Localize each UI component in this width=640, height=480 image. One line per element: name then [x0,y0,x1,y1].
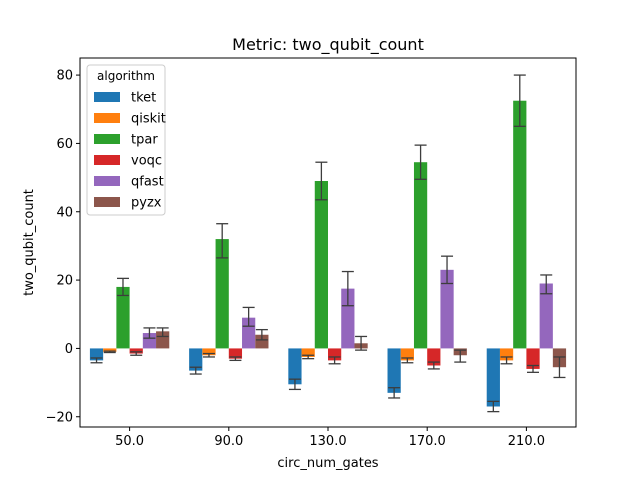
bar-tket-90.0 [189,348,203,371]
x-axis: 50.0 90.0 130.0 170.0 210.0 [115,427,545,449]
errorbar-pyzx-90.0 [255,328,268,341]
bar-voqc-170.0 [427,348,441,366]
x-tick-label: 170.0 [409,434,446,449]
bar-tket-170.0 [387,348,401,393]
errorbar-qiskit-90.0 [202,352,215,358]
x-tick-label: 210.0 [508,434,545,449]
bar-pyzx-90.0 [255,334,269,349]
legend-swatch-tpar [94,134,120,144]
errorbar-tket-90.0 [189,366,202,375]
chart-title: Metric: two_qubit_count [232,35,424,55]
errorbar-tket-170.0 [388,387,401,399]
legend-label-qiskit: qiskit [131,112,166,127]
legend-swatch-pyzx [94,197,120,207]
bar-qfast-130.0 [341,288,355,349]
errorbar-qfast-170.0 [441,255,454,285]
bar-qiskit-170.0 [400,348,414,361]
bar-tpar-210.0 [513,100,527,349]
errorbar-qfast-130.0 [341,270,354,307]
bar-pyzx-50.0 [156,331,170,349]
y-tick-label: 20 [56,274,73,289]
x-tick-label: 50.0 [115,434,144,449]
errorbar-qiskit-170.0 [401,357,414,364]
bar-qiskit-210.0 [499,348,514,361]
errorbar-qfast-50.0 [143,327,156,339]
errorbar-tpar-170.0 [414,144,427,180]
legend-title: algorithm [97,69,155,83]
bar-qiskit-130.0 [301,348,315,357]
bar-voqc-90.0 [228,348,243,359]
y-axis-label: two_qubit_count [22,189,37,296]
errorbar-qiskit-130.0 [302,354,315,360]
plot-frame [79,57,577,428]
bar-tket-50.0 [89,348,104,361]
errorbar-qfast-210.0 [540,274,553,295]
y-tick-label: −20 [46,410,73,425]
bar-qfast-170.0 [440,269,454,349]
errorbar-tket-50.0 [90,357,103,364]
x-tick-label: 130.0 [309,434,346,449]
bar-qiskit-90.0 [202,348,216,356]
bar-tket-130.0 [288,348,302,385]
bar-voqc-210.0 [526,348,540,369]
error-bars-group [90,74,566,413]
y-tick-label: 40 [56,205,73,220]
y-tick-label: 0 [65,342,73,357]
legend-swatch-qiskit [94,113,120,123]
errorbar-voqc-130.0 [328,356,341,365]
bar-tpar-130.0 [314,181,328,349]
errorbar-pyzx-130.0 [355,335,368,351]
bars-group [89,100,567,407]
errorbar-voqc-170.0 [427,361,440,370]
errorbar-qiskit-50.0 [103,350,116,354]
legend-label-qfast: qfast [131,175,164,190]
errorbar-voqc-90.0 [229,356,242,362]
x-axis-label: circ_num_gates [277,456,378,471]
bar-qiskit-50.0 [103,348,117,352]
bar-tpar-90.0 [215,239,229,349]
errorbar-qfast-90.0 [242,306,255,327]
errorbar-pyzx-210.0 [553,356,566,379]
legend-label-tpar: tpar [131,133,158,148]
legend: algorithm tket qiskit tpar voqc qfast pyzx [86,64,166,216]
errorbar-tket-210.0 [487,400,500,413]
errorbar-tpar-130.0 [315,161,328,201]
errorbar-voqc-210.0 [527,364,540,373]
bar-tpar-50.0 [116,286,130,349]
bar-qfast-90.0 [242,317,256,349]
errorbar-voqc-50.0 [130,351,143,356]
legend-swatch-voqc [94,155,120,165]
errorbar-pyzx-50.0 [156,327,169,338]
y-axis: −20 0 20 40 60 80 [46,69,80,425]
errorbar-tket-130.0 [288,378,301,391]
bar-tket-210.0 [486,348,500,407]
bar-tpar-170.0 [413,162,428,349]
bar-qfast-210.0 [539,283,553,349]
legend-label-voqc: voqc [131,154,162,169]
bar-qfast-50.0 [142,333,157,349]
errorbar-pyzx-170.0 [454,349,467,363]
bar-voqc-130.0 [328,348,342,361]
errorbar-tpar-50.0 [116,277,129,297]
legend-label-tket: tket [131,91,156,106]
errorbar-tpar-90.0 [216,223,229,259]
errorbar-qiskit-210.0 [500,356,513,365]
legend-label-pyzx: pyzx [131,196,162,211]
legend-swatch-tket [94,92,120,102]
errorbar-tpar-210.0 [513,74,526,127]
y-tick-label: 80 [56,69,73,84]
x-tick-label: 90.0 [214,434,243,449]
legend-swatch-qfast [94,176,120,186]
bar-voqc-50.0 [129,348,143,354]
y-tick-label: 60 [56,137,73,152]
